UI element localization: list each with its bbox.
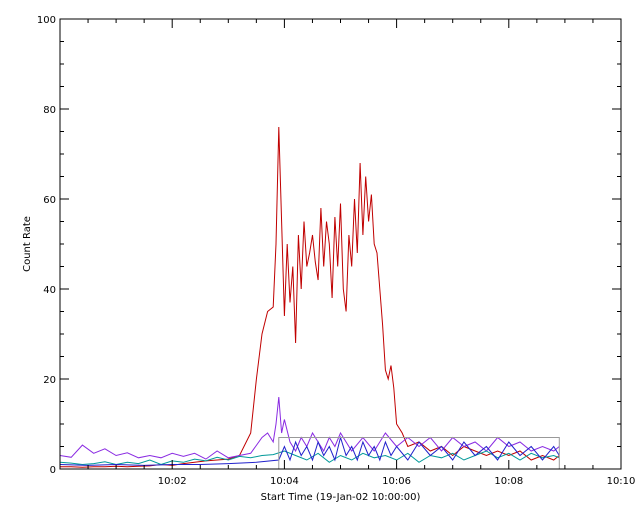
series-line-3	[59, 450, 560, 466]
x-axis-title: Start Time (19-Jan-02 10:00:00)	[261, 492, 421, 503]
y-tick-label: 40	[43, 285, 56, 296]
series-line-4	[59, 435, 560, 466]
x-tick-label: 10:02	[158, 476, 187, 487]
y-axis-title: Count Rate	[22, 216, 33, 272]
y-tick-label: 80	[43, 105, 56, 116]
x-tick-label: 10:04	[270, 476, 299, 487]
x-tick-label: 10:06	[382, 476, 411, 487]
y-tick-label: 100	[37, 15, 56, 26]
tick-layer: 10:02 10:04 10:06 10:08 10:10 0 20 40 60 80 100	[37, 15, 636, 487]
series-layer	[59, 126, 560, 468]
y-tick-label: 60	[43, 195, 56, 206]
series-line-1	[60, 126, 560, 468]
y-tick-label: 0	[50, 465, 56, 476]
x-tick-label: 10:08	[494, 476, 523, 487]
x-tick-label: 10:10	[607, 476, 636, 487]
y-tick-label: 20	[43, 375, 56, 386]
